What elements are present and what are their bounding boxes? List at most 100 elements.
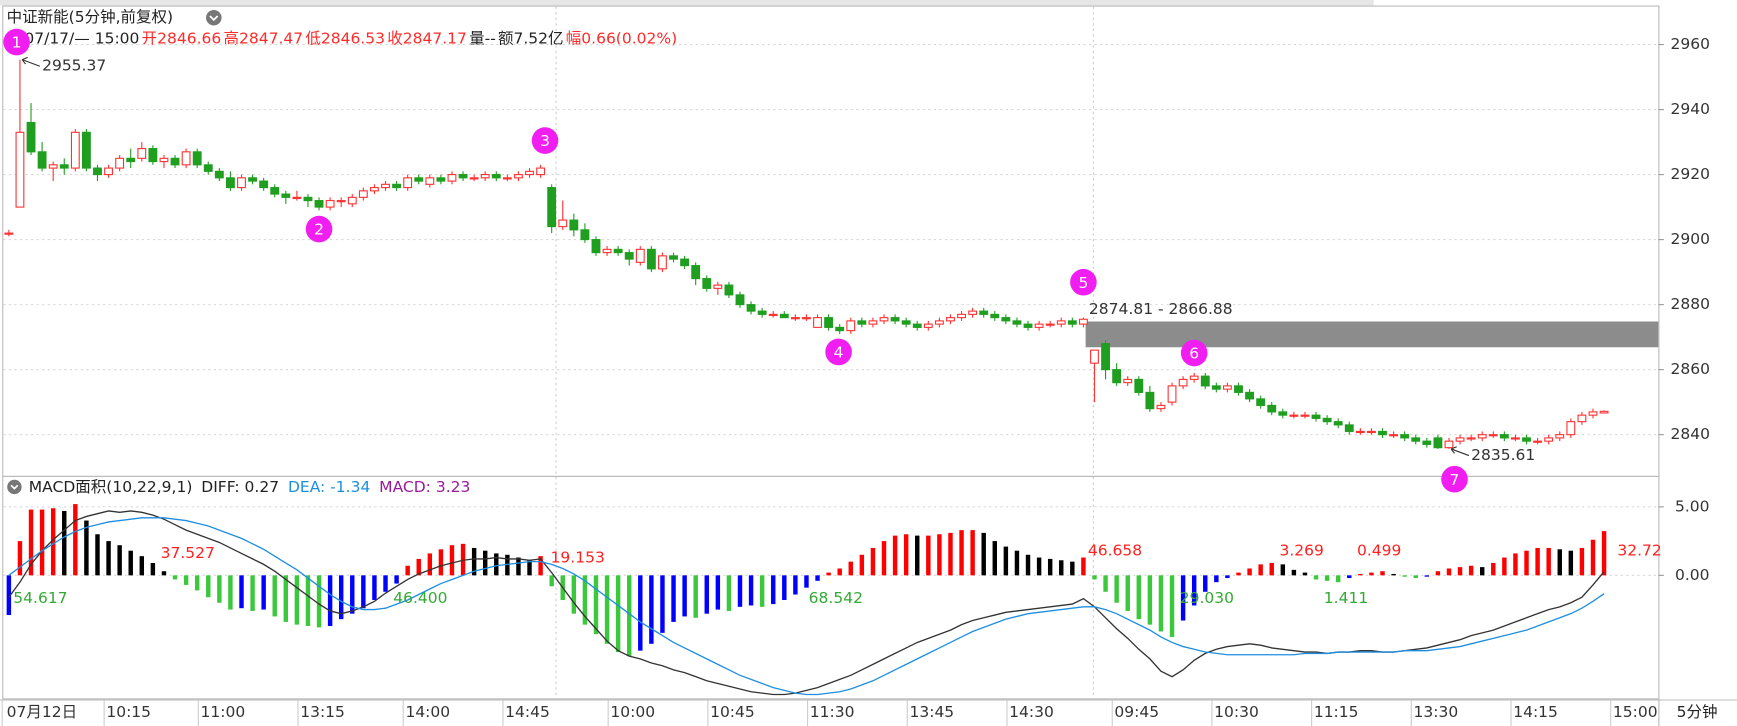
candle-body <box>646 248 656 270</box>
macd-bar <box>361 575 366 609</box>
candle-body <box>702 278 712 289</box>
macd-bar <box>1590 539 1596 576</box>
macd-bar <box>1391 573 1396 576</box>
candle-body <box>1367 430 1376 434</box>
candle-body <box>724 284 734 296</box>
macd-bar <box>449 545 455 576</box>
candle-body <box>1411 437 1421 442</box>
period-label[interactable]: 5分钟 <box>1677 703 1718 721</box>
candle-body <box>658 255 667 270</box>
macd-bar <box>516 557 521 576</box>
candle-body <box>536 167 546 176</box>
candle-body <box>414 177 424 182</box>
candle-body <box>558 219 568 228</box>
info-field: 开2846.66 <box>142 29 222 47</box>
candle-body <box>934 320 944 325</box>
macd-bar <box>1236 572 1241 576</box>
candle-body <box>669 255 678 260</box>
macd-bar <box>1092 575 1097 580</box>
candle-body <box>403 177 413 189</box>
macd-menu-arrow <box>10 484 19 490</box>
candle-body <box>1378 430 1387 436</box>
info-field: 低2846.53 <box>305 29 385 47</box>
area-label: 37.527 <box>161 544 215 562</box>
macd-bar <box>948 532 953 576</box>
macd-bar <box>881 541 887 576</box>
candle-body <box>802 317 811 320</box>
candle-body <box>1588 411 1598 416</box>
area-label: 1.411 <box>1324 589 1368 607</box>
macd-bar <box>604 575 610 644</box>
macd-bar <box>937 534 942 576</box>
macd-bar <box>1203 575 1208 592</box>
macd-bar <box>1125 575 1130 611</box>
macd-bar <box>194 575 200 591</box>
candle-body <box>1067 320 1077 325</box>
candle-body <box>292 196 302 199</box>
macd-bar <box>1457 567 1463 576</box>
macd-bar <box>327 575 333 627</box>
macd-bar <box>1557 549 1562 576</box>
macd-bar <box>1158 575 1164 632</box>
macd-menu[interactable] <box>7 479 22 495</box>
candle-body <box>425 177 435 185</box>
marker <box>825 338 852 366</box>
candle-body <box>680 258 690 267</box>
macd-panel-frame <box>2 475 1660 700</box>
candle-body <box>270 187 280 195</box>
candle-body <box>624 252 634 260</box>
marker-label: 4 <box>834 344 844 362</box>
candle-body <box>879 317 889 322</box>
candle-body <box>591 239 601 254</box>
macd-bar <box>416 558 421 576</box>
candle-body <box>26 122 36 153</box>
macd-bar <box>50 508 56 576</box>
macd-bar <box>1446 568 1452 576</box>
macd-bar <box>726 575 732 611</box>
macd-bar <box>1524 550 1529 576</box>
macd-bar <box>405 565 410 576</box>
marker-label: 5 <box>1078 274 1088 292</box>
title-menu-arrow <box>209 15 219 22</box>
candle-body <box>1145 391 1155 410</box>
macd-bar <box>593 575 599 635</box>
candle-body <box>1544 437 1554 442</box>
macd-bar <box>848 561 853 576</box>
macd-bar <box>981 532 986 576</box>
macd-bar <box>693 575 698 618</box>
macd-bar <box>28 509 34 576</box>
macd-bar <box>748 575 754 606</box>
candle-body <box>901 320 911 325</box>
candle-body <box>1256 398 1266 406</box>
macd-bar <box>1546 547 1551 576</box>
candle-body <box>1577 414 1587 423</box>
candle-body <box>1355 430 1365 434</box>
macd-bar <box>970 530 975 576</box>
macd-bar <box>649 575 654 644</box>
macd-bar <box>1225 575 1230 579</box>
macd-bar <box>1413 575 1418 579</box>
candle-body <box>957 313 966 319</box>
title-menu[interactable] <box>206 9 222 26</box>
candle-body <box>502 177 512 180</box>
y-tick-label: 5.00 <box>1675 497 1710 515</box>
info-line: 07/17/— 15:00 开2846.66 高2847.47 低2846.53 收28… <box>24 29 677 47</box>
info-field: 额7.52亿 <box>498 29 564 47</box>
macd-bar <box>1479 567 1485 576</box>
macd-bar <box>95 534 100 576</box>
candle-body <box>868 320 878 325</box>
area-label: 54.617 <box>13 589 67 607</box>
macd-bar <box>682 575 687 617</box>
macd-bar <box>660 575 665 633</box>
macd-bar <box>571 575 577 614</box>
macd-bar <box>1601 531 1607 576</box>
marker <box>1441 465 1468 493</box>
macd-bar <box>305 575 311 627</box>
candle-body <box>635 248 645 263</box>
note-arrow <box>21 56 41 67</box>
y-tick-label: 2880 <box>1671 295 1710 313</box>
macd-bar <box>217 575 222 603</box>
time-label: 07月12日 <box>7 703 77 721</box>
candle-body <box>1289 414 1299 417</box>
